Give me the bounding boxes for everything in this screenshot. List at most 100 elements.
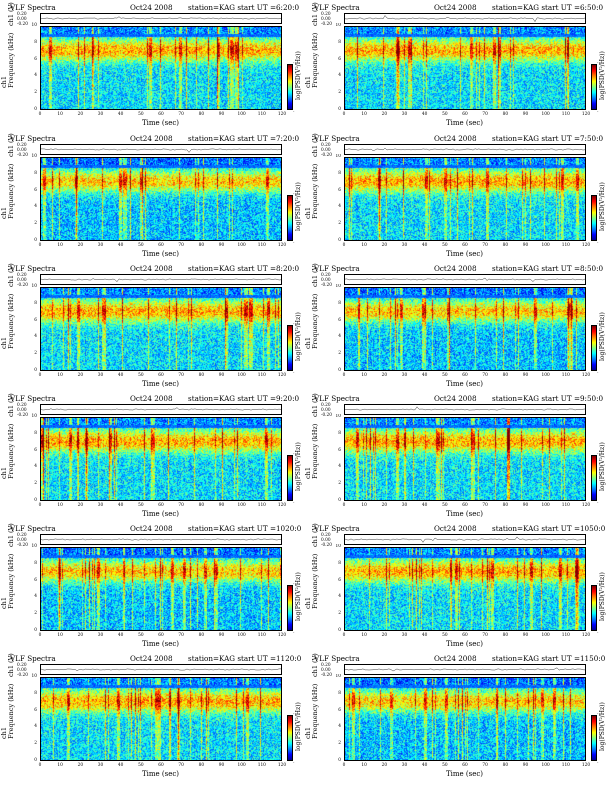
- colorbar-label: log(PSD(V²/Hz)): [599, 702, 606, 751]
- colorbar-tick: -: [293, 581, 295, 586]
- time-tick: 40: [117, 503, 124, 508]
- panel-title: VLF Spectra: [314, 134, 360, 143]
- colorbar-tick: -: [293, 500, 295, 505]
- ts-tick: -0.20: [321, 673, 333, 678]
- frequency-tick: 6: [34, 447, 37, 453]
- time-tick: 90: [522, 373, 529, 378]
- time-tick: 120: [581, 503, 591, 508]
- time-tick: 120: [277, 503, 287, 508]
- frequency-tick: 0: [338, 498, 341, 503]
- time-tick: 50: [442, 503, 448, 508]
- time-series-plot: [40, 144, 282, 155]
- spectrogram-image: [40, 287, 282, 371]
- time-tick: 90: [522, 243, 529, 248]
- colorbar-tick: -: [597, 240, 599, 245]
- time-tick: 70: [178, 373, 184, 378]
- ts-tick: 0.00: [321, 17, 331, 22]
- spectrogram-panel: VLF Spectra Oct24 2008 station=KAG start…: [304, 653, 606, 781]
- frequency-tick: 2: [338, 221, 341, 227]
- time-tick: 90: [218, 243, 225, 248]
- colorbar-tick: -: [293, 321, 295, 326]
- frequency-tick: 6: [338, 447, 341, 453]
- frequency-tick: 2: [34, 611, 37, 617]
- spectrogram-image: [40, 417, 282, 501]
- time-axis-label: Time (sec): [446, 380, 484, 388]
- frequency-tick: 8: [338, 690, 341, 696]
- frequency-tick: 6: [34, 577, 37, 583]
- frequency-tick: 2: [338, 481, 341, 487]
- time-tick: 20: [381, 373, 388, 378]
- frequency-tick: 8: [34, 300, 37, 306]
- panel-date: Oct24 2008: [434, 264, 477, 273]
- spectrogram-panel: VLF Spectra Oct24 2008 station=KAG start…: [0, 653, 302, 781]
- frequency-tick: 2: [338, 741, 341, 747]
- frequency-tick: 4: [34, 334, 37, 340]
- ts-tick: 0.00: [17, 278, 27, 283]
- frequency-tick: 4: [338, 73, 341, 79]
- time-series-trace: [345, 406, 585, 411]
- time-tick: 80: [502, 373, 509, 378]
- time-series-plot: [344, 144, 586, 155]
- panel-title: VLF Spectra: [314, 524, 360, 533]
- time-tick: 90: [218, 763, 225, 768]
- ts-tick: 0.20: [321, 663, 331, 668]
- time-tick: 110: [257, 503, 266, 508]
- time-tick: 100: [237, 373, 246, 378]
- colorbar-label: log(PSD(V²/Hz)): [295, 442, 302, 491]
- time-tick: 60: [158, 112, 164, 117]
- spectrogram-panel: VLF Spectra Oct24 2008 station=KAG start…: [0, 523, 302, 651]
- frequency-tick: 8: [34, 170, 37, 176]
- time-tick: 0: [342, 633, 346, 638]
- time-tick: 60: [158, 763, 164, 768]
- time-tick: 80: [198, 373, 205, 378]
- time-series-trace: [41, 407, 281, 411]
- time-tick: 10: [57, 112, 63, 117]
- frequency-tick: 10: [335, 23, 341, 28]
- time-tick: 30: [97, 112, 104, 117]
- panel-station: station=KAG start UT =8:50:0: [492, 264, 604, 273]
- frequency-tick: 8: [338, 170, 341, 176]
- time-axis-label: Time (sec): [446, 770, 484, 778]
- time-tick: 100: [541, 112, 550, 117]
- spectrogram-image: [344, 26, 586, 110]
- ts-tick: -0.20: [321, 543, 333, 548]
- time-tick: 30: [401, 112, 408, 117]
- colorbar-tick: -: [597, 370, 599, 375]
- time-tick: 10: [57, 243, 63, 248]
- time-tick: 70: [482, 112, 488, 117]
- frequency-tick: 2: [338, 611, 341, 617]
- spectrogram-panel: VLF Spectra Oct24 2008 station=KAG start…: [0, 2, 302, 130]
- time-tick: 70: [178, 243, 184, 248]
- frequency-axis-label: ch1 Frequency (kHz): [304, 32, 319, 88]
- colorbar-label: log(PSD(V²/Hz)): [599, 572, 606, 621]
- time-tick: 50: [138, 243, 144, 248]
- frequency-tick: 0: [34, 628, 37, 633]
- frequency-tick: 10: [335, 284, 341, 289]
- ts-axis-label: ch1 (V): [7, 653, 15, 677]
- frequency-tick: 0: [338, 238, 341, 243]
- ts-axis-label: ch1 (V): [311, 653, 319, 677]
- panel-date: Oct24 2008: [434, 394, 477, 403]
- ts-tick: 0.00: [321, 408, 331, 413]
- time-tick: 110: [561, 503, 570, 508]
- ts-axis-label: ch1 (V): [311, 133, 319, 157]
- time-tick: 40: [117, 763, 124, 768]
- time-tick: 70: [482, 633, 488, 638]
- ts-tick: -0.20: [17, 543, 29, 548]
- colorbar-label: log(PSD(V²/Hz)): [295, 182, 302, 231]
- ts-tick: 0.00: [321, 668, 331, 673]
- time-tick: 90: [522, 503, 529, 508]
- time-tick: 20: [381, 633, 388, 638]
- spectrogram-canvas: [41, 27, 281, 109]
- time-tick: 20: [381, 763, 388, 768]
- frequency-tick: 0: [34, 107, 37, 112]
- time-tick: 30: [97, 373, 104, 378]
- time-axis-label: Time (sec): [142, 770, 180, 778]
- time-tick: 0: [342, 373, 346, 378]
- ts-tick: -0.20: [321, 22, 333, 27]
- time-tick: 0: [38, 633, 42, 638]
- frequency-tick: 6: [34, 56, 37, 62]
- time-tick: 90: [522, 633, 529, 638]
- panel-station: station=KAG start UT =9:20:0: [188, 394, 300, 403]
- spectrogram-panel: VLF Spectra Oct24 2008 station=KAG start…: [0, 393, 302, 521]
